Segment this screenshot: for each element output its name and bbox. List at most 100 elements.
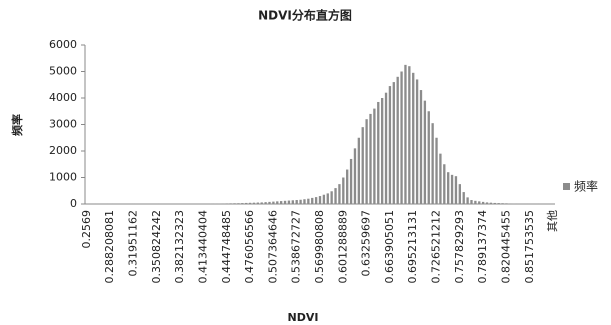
y-tick-label: 1000 (49, 171, 77, 184)
x-tick-label: 0.476056566 (243, 210, 256, 283)
bar (412, 72, 415, 204)
bar (283, 200, 287, 204)
bar (443, 164, 446, 204)
chart-title: NDVI分布直方图 (258, 8, 352, 23)
bar (493, 202, 496, 204)
y-tick-label: 4000 (49, 91, 77, 104)
x-tick-label: 0.851753535 (523, 210, 536, 283)
bar (307, 198, 310, 204)
bar (505, 203, 508, 204)
bar (450, 174, 454, 204)
x-tick-label: 0.350824242 (150, 210, 163, 283)
bar (229, 203, 232, 204)
bar (322, 194, 326, 204)
bar (478, 201, 481, 204)
bar (427, 111, 430, 204)
x-tick-label: 0.726521212 (430, 210, 443, 283)
bar (423, 100, 427, 204)
bar (225, 203, 228, 204)
bar (485, 202, 489, 204)
legend-swatch (563, 183, 570, 190)
bar (377, 101, 380, 204)
bar (241, 203, 244, 204)
x-tick-label: 0.569980808 (313, 210, 326, 283)
y-tick-label: 3000 (49, 118, 77, 131)
x-tick-label: 0.601288889 (336, 210, 349, 283)
x-tick-label: 0.820445455 (499, 210, 512, 283)
x-tick-label: 0.31951162 (127, 210, 140, 276)
bar (415, 79, 419, 204)
bar (400, 71, 403, 204)
bar (248, 202, 252, 204)
bar (260, 202, 263, 204)
bar (392, 82, 395, 204)
bar (388, 86, 392, 204)
y-tick-label: 0 (70, 197, 77, 210)
bar (447, 172, 450, 204)
bar (318, 196, 322, 204)
bar (365, 119, 368, 204)
bar (326, 193, 329, 204)
bar (470, 200, 473, 204)
bar (474, 200, 477, 204)
bar (233, 203, 236, 204)
x-tick-label: 0.444748485 (220, 210, 233, 283)
bar (435, 137, 438, 204)
bar (404, 64, 407, 204)
bar (419, 90, 423, 204)
bar (349, 158, 353, 204)
bar (462, 192, 465, 204)
bar (454, 176, 458, 204)
bar (237, 203, 240, 204)
bar (245, 202, 248, 204)
x-tick-label: 0.757829293 (453, 210, 466, 283)
bar (311, 197, 314, 204)
bar (489, 202, 493, 204)
bar (509, 203, 512, 204)
bar (497, 203, 500, 204)
bar (330, 191, 333, 204)
bar (272, 201, 275, 204)
bar (295, 200, 298, 204)
y-axis-label: 频率 (10, 114, 24, 136)
x-tick-label: 0.663905051 (383, 210, 396, 283)
bar (303, 199, 306, 204)
bar (268, 201, 271, 204)
bar (357, 137, 361, 204)
bar (314, 197, 318, 204)
bar (380, 98, 384, 204)
x-tick-label: 0.288208081 (103, 210, 116, 283)
bar (276, 201, 279, 204)
bar (342, 177, 345, 204)
bar (384, 92, 388, 204)
x-tick-label: 0.695213131 (406, 210, 419, 283)
bar (291, 200, 294, 204)
bar (346, 169, 349, 204)
bar (369, 113, 372, 204)
bar (338, 184, 341, 204)
bar (466, 197, 469, 204)
x-tick-label: 0.2569 (80, 210, 93, 249)
bar (279, 201, 283, 204)
bar (287, 200, 291, 204)
bar (439, 153, 442, 204)
bar (373, 108, 376, 204)
x-tick-label: 0.507364646 (266, 210, 279, 283)
bar (256, 202, 260, 204)
bar (396, 76, 399, 204)
bar (252, 202, 256, 204)
bar (334, 188, 337, 204)
bar (431, 123, 434, 204)
bar (408, 66, 411, 204)
bar (299, 199, 302, 204)
bar (221, 203, 225, 204)
bar (361, 127, 364, 204)
legend-label: 频率 (574, 179, 598, 194)
x-tick-label: 0.413440404 (196, 210, 209, 283)
x-tick-label: 其他 (546, 210, 559, 232)
bar (353, 148, 357, 204)
y-tick-label: 6000 (49, 38, 77, 51)
x-tick-label: 0.382132323 (173, 210, 186, 283)
y-tick-label: 5000 (49, 65, 77, 78)
